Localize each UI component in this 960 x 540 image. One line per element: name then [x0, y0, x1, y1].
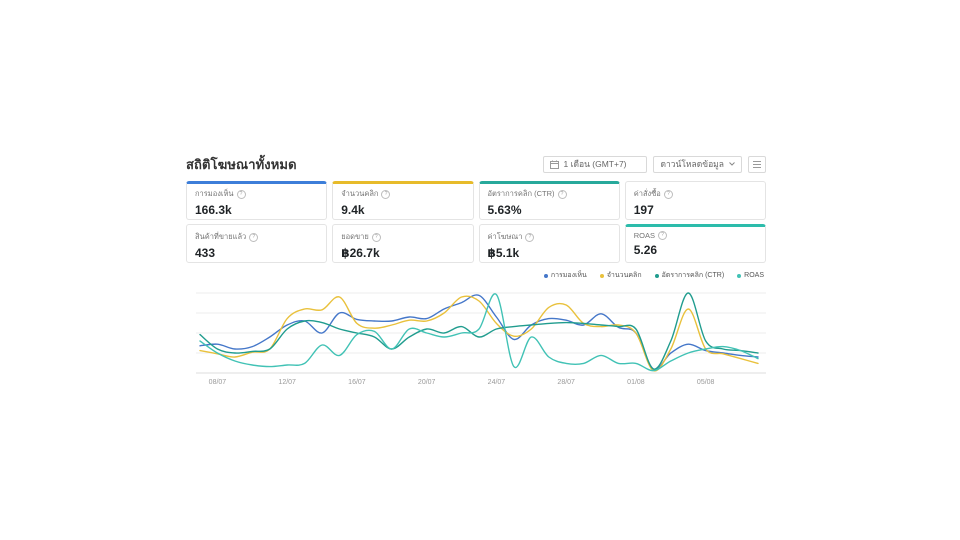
info-icon[interactable]: ?	[558, 190, 567, 199]
download-data-label: ดาวน์โหลดข้อมูล	[660, 157, 724, 171]
stat-card-label: อัตราการคลิก (CTR)	[488, 188, 555, 200]
stat-card-impressions[interactable]: การมองเห็น? 166.3k	[186, 181, 327, 220]
stat-card-label: จำนวนคลิก	[341, 188, 378, 200]
x-axis-tick-label: 01/08	[627, 379, 645, 386]
panel-header: สถิติโฆษณาทั้งหมด 1 เดือน (GMT+7) ดาวน์โ…	[186, 155, 766, 173]
legend-label: อัตราการคลิก (CTR)	[662, 270, 725, 281]
stat-card-label: การมองเห็น	[195, 188, 234, 200]
legend-label: จำนวนคลิก	[607, 270, 642, 281]
menu-button[interactable]	[748, 156, 766, 173]
calendar-icon	[550, 160, 559, 169]
stat-card-value: 5.26	[634, 243, 757, 257]
info-icon[interactable]: ?	[249, 233, 258, 242]
download-data-dropdown[interactable]: ดาวน์โหลดข้อมูล	[653, 156, 742, 173]
stat-card-items-sold[interactable]: สินค้าที่ขายแล้ว? 433	[186, 224, 327, 263]
legend-dot-icon	[737, 274, 741, 278]
info-icon[interactable]: ?	[664, 190, 673, 199]
legend-item-0: การมองเห็น	[544, 270, 587, 281]
stat-card-value: 166.3k	[195, 203, 318, 217]
stats-cards: การมองเห็น? 166.3k จำนวนคลิก? 9.4k อัตรา…	[186, 181, 766, 263]
stat-card-ctr[interactable]: อัตราการคลิก (CTR)? 5.63%	[479, 181, 620, 220]
legend-item-2: อัตราการคลิก (CTR)	[655, 270, 725, 281]
stat-card-roas[interactable]: ROAS? 5.26	[625, 224, 766, 263]
x-axis-tick-label: 05/08	[697, 379, 715, 386]
legend-dot-icon	[544, 274, 548, 278]
header-controls: 1 เดือน (GMT+7) ดาวน์โหลดข้อมูล	[543, 156, 766, 173]
info-icon[interactable]: ?	[658, 231, 667, 240]
date-range-selector[interactable]: 1 เดือน (GMT+7)	[543, 156, 647, 173]
stat-card-value: ฿5.1k	[488, 246, 611, 260]
stat-card-label: ROAS	[634, 231, 655, 240]
line-chart: 08/07 12/07 16/07 20/07 24/07 28/07 01/08 05/08	[196, 289, 766, 392]
stat-card-orders[interactable]: ค่าสั่งซื้อ? 197	[625, 181, 766, 220]
x-axis-tick-label: 28/07	[557, 379, 575, 386]
stat-card-clicks[interactable]: จำนวนคลิก? 9.4k	[332, 181, 473, 220]
ads-statistics-panel: สถิติโฆษณาทั้งหมด 1 เดือน (GMT+7) ดาวน์โ…	[186, 155, 766, 392]
x-axis-tick-label: 08/07	[209, 379, 227, 386]
stat-card-value: 5.63%	[488, 203, 611, 217]
x-axis-tick-label: 24/07	[488, 379, 506, 386]
hamburger-icon	[753, 161, 761, 168]
legend-item-3: ROAS	[737, 270, 764, 281]
info-icon[interactable]: ?	[237, 190, 246, 199]
legend-label: ROAS	[744, 272, 764, 279]
x-axis-tick-label: 16/07	[348, 379, 366, 386]
line-chart-svg: 08/07 12/07 16/07 20/07 24/07 28/07 01/08 05/08	[196, 289, 766, 387]
stat-card-value: 9.4k	[341, 203, 464, 217]
page-title: สถิติโฆษณาทั้งหมด	[186, 154, 297, 175]
info-icon[interactable]: ?	[372, 233, 381, 242]
legend-item-1: จำนวนคลิก	[600, 270, 642, 281]
chart-series-2	[200, 293, 758, 369]
stat-card-sales[interactable]: ยอดขาย? ฿26.7k	[332, 224, 473, 263]
info-icon[interactable]: ?	[525, 233, 534, 242]
x-axis-tick-label: 12/07	[278, 379, 296, 386]
stat-card-ad-spend[interactable]: ค่าโฆษณา? ฿5.1k	[479, 224, 620, 263]
x-axis-tick-label: 20/07	[418, 379, 436, 386]
chart-legend: การมองเห็น จำนวนคลิก อัตราการคลิก (CTR) ROA…	[186, 270, 766, 281]
legend-label: การมองเห็น	[551, 270, 587, 281]
legend-dot-icon	[600, 274, 604, 278]
stat-card-label: สินค้าที่ขายแล้ว	[195, 231, 246, 243]
legend-dot-icon	[655, 274, 659, 278]
chevron-down-icon	[729, 162, 735, 166]
date-range-label: 1 เดือน (GMT+7)	[563, 157, 626, 171]
stat-card-label: ค่าสั่งซื้อ	[634, 188, 661, 200]
stat-card-value: 197	[634, 203, 757, 217]
ads-statistics-page: สถิติโฆษณาทั้งหมด 1 เดือน (GMT+7) ดาวน์โ…	[0, 0, 960, 540]
stat-card-label: ค่าโฆษณา	[488, 231, 523, 243]
stat-card-value: ฿26.7k	[341, 246, 464, 260]
stat-card-value: 433	[195, 246, 318, 260]
info-icon[interactable]: ?	[381, 190, 390, 199]
stat-card-label: ยอดขาย	[341, 231, 369, 243]
